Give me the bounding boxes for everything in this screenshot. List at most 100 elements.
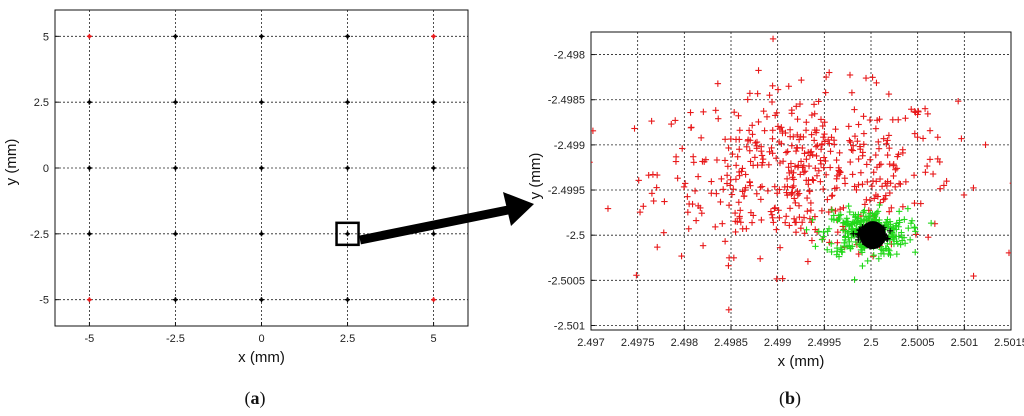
data-point	[954, 97, 962, 105]
data-point	[855, 181, 862, 188]
panel-a-xtick-label: -2.5	[166, 333, 185, 345]
data-point	[822, 171, 830, 178]
panel-a-xtick-label: -5	[85, 333, 95, 345]
data-point	[838, 246, 845, 253]
data-point	[878, 183, 886, 190]
data-point	[885, 250, 892, 258]
data-point	[809, 176, 816, 183]
data-point	[846, 137, 853, 144]
data-point-dot	[173, 100, 178, 104]
data-point	[841, 242, 849, 250]
data-point	[794, 115, 801, 123]
data-point	[731, 209, 739, 217]
data-point	[811, 110, 818, 117]
data-point	[744, 96, 751, 103]
data-point	[917, 200, 924, 207]
data-point	[885, 90, 893, 98]
data-point	[774, 123, 782, 130]
data-point	[855, 155, 862, 163]
data-point	[719, 186, 727, 193]
data-point	[826, 164, 834, 171]
data-point	[685, 225, 692, 232]
data-point	[792, 199, 799, 207]
data-point	[834, 239, 841, 246]
data-point	[890, 172, 897, 180]
data-point	[730, 254, 738, 262]
zoom-highlight-box	[335, 221, 360, 247]
data-point	[853, 219, 860, 226]
data-point	[775, 138, 783, 146]
data-point	[779, 127, 786, 135]
data-point	[796, 213, 803, 221]
data-point	[860, 141, 867, 148]
data-point	[872, 211, 879, 219]
data-point	[805, 162, 813, 170]
data-point	[698, 210, 705, 217]
data-point	[822, 73, 830, 81]
data-point	[843, 215, 851, 222]
data-point	[797, 158, 805, 165]
data-point	[797, 225, 805, 232]
data-point	[840, 204, 847, 212]
panel-b-xtick-label: 2.501	[951, 337, 979, 349]
data-point	[812, 165, 819, 172]
data-point	[788, 142, 796, 149]
data-point	[635, 177, 642, 184]
data-point	[862, 74, 870, 82]
data-point	[824, 246, 831, 253]
data-point	[836, 205, 844, 213]
data-point	[791, 163, 799, 170]
data-point	[902, 178, 910, 186]
data-point	[828, 134, 835, 141]
data-point-dot	[87, 34, 92, 38]
data-point	[719, 220, 726, 227]
data-point	[808, 237, 816, 244]
data-point	[960, 191, 968, 199]
data-point	[746, 178, 753, 186]
data-point	[681, 180, 689, 187]
data-point	[883, 245, 890, 252]
panel-b-ytick-label: -2.498	[554, 50, 585, 62]
black-cluster-core	[859, 221, 886, 250]
panel-b-ytick-label: -2.5005	[548, 275, 585, 287]
data-point	[876, 175, 884, 183]
data-point	[911, 130, 919, 137]
data-point	[846, 238, 853, 246]
panel-a-xtick-label: 0	[258, 333, 264, 345]
panel-b-xtick-label: 2.5	[863, 337, 878, 349]
data-point	[807, 199, 815, 207]
data-point	[826, 140, 833, 147]
data-point	[851, 106, 858, 113]
data-point	[802, 127, 810, 134]
data-point	[794, 191, 801, 199]
data-point	[770, 219, 777, 226]
data-point	[695, 202, 702, 210]
data-point	[890, 162, 897, 169]
data-point	[732, 176, 740, 183]
data-point	[776, 159, 784, 167]
data-point-dot	[431, 100, 436, 104]
data-point	[872, 151, 879, 159]
data-point	[680, 183, 688, 191]
data-point	[765, 161, 773, 169]
data-point	[697, 134, 705, 142]
data-point-dot	[431, 34, 436, 38]
data-point	[785, 83, 792, 90]
data-point	[866, 156, 874, 163]
panel-a-ytick-label: -5	[39, 295, 49, 307]
panel-b-xtick-label: 2.4995	[808, 337, 842, 349]
data-point-dot	[345, 166, 350, 170]
data-point	[828, 192, 835, 200]
data-point	[674, 175, 681, 182]
data-point	[846, 222, 853, 230]
data-point	[891, 183, 899, 191]
data-point	[775, 207, 782, 214]
data-point	[873, 79, 880, 87]
data-point	[742, 171, 749, 178]
panel-b-xtick-label: 2.5015	[994, 337, 1024, 349]
data-point	[912, 231, 920, 238]
data-point	[836, 149, 843, 157]
data-point	[861, 207, 868, 214]
data-point	[857, 169, 865, 176]
data-point	[912, 249, 919, 256]
